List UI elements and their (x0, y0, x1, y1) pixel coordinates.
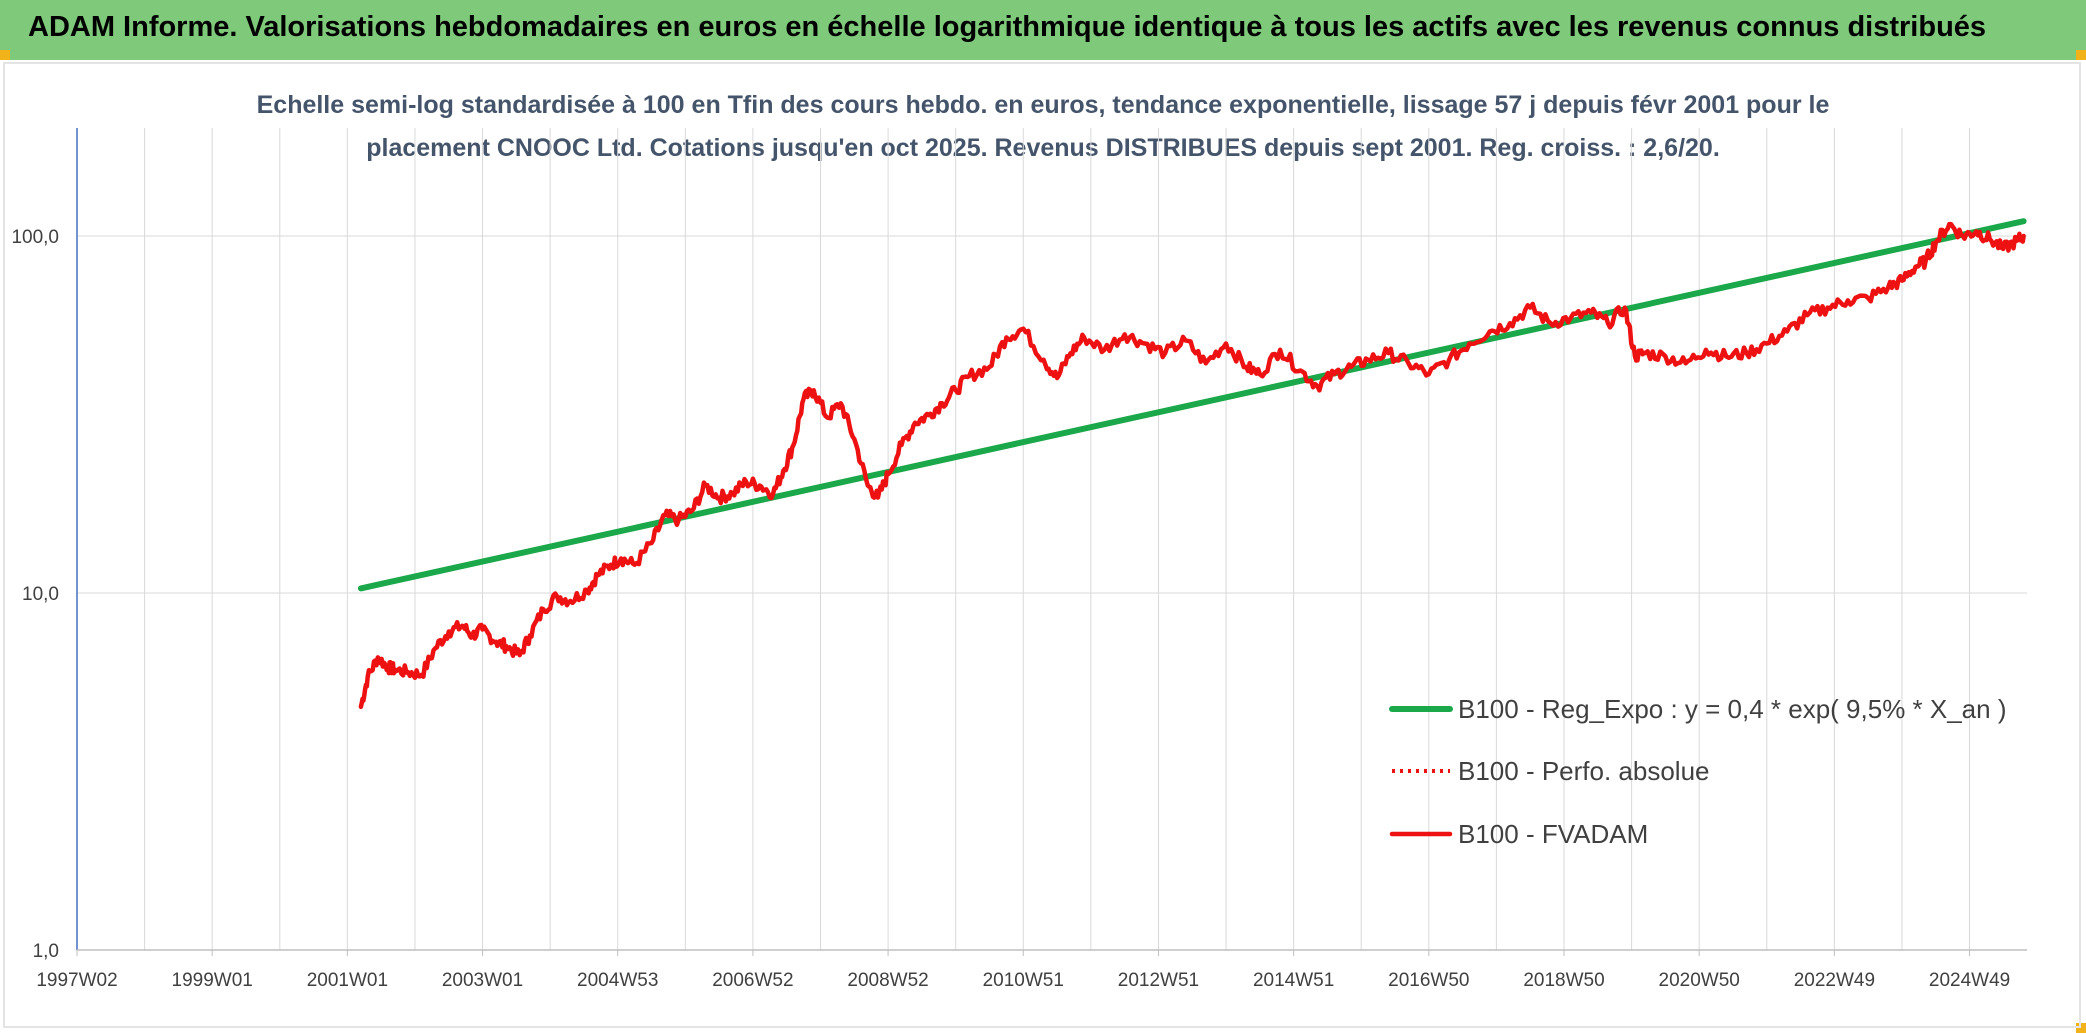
legend: B100 - Reg_Expo : y = 0,4 * exp( 9,5% * … (1389, 694, 2007, 849)
series-line-2 (358, 221, 2026, 710)
x-tick-label: 2008W52 (847, 970, 928, 991)
x-tick-label: 2016W50 (1388, 970, 1469, 991)
legend-label-0: B100 - Reg_Expo : y = 0,4 * exp( 9,5% * … (1458, 694, 2007, 724)
x-tick-label: 2004W53 (577, 970, 658, 991)
x-tick-label: 2020W50 (1659, 970, 1740, 991)
report-title: ADAM Informe. Valorisations hebdomadaire… (28, 11, 1987, 43)
report-banner: ADAM Informe. Valorisations hebdomadaire… (0, 0, 2086, 60)
corner-marker (0, 50, 10, 60)
y-tick-label: 100,0 (11, 227, 59, 248)
chart-frame (3, 62, 2081, 1028)
x-tick-label: 2024W49 (1929, 970, 2010, 991)
y-tick-label: 1,0 (33, 941, 59, 962)
series (357, 218, 2027, 710)
axes (76, 128, 2027, 951)
x-tick-label: 2006W52 (712, 970, 793, 991)
legend-label-1: B100 - Perfo. absolue (1458, 756, 1710, 786)
x-tick-label: 2010W51 (983, 970, 1064, 991)
x-tick-label: 2022W49 (1794, 970, 1875, 991)
corner-marker (2076, 50, 2086, 60)
y-tick-labels: 1,0 10,0 100,0 (11, 227, 59, 962)
legend-label-2: B100 - FVADAM (1458, 819, 1648, 849)
corner-marker (2076, 1023, 2086, 1033)
x-tick-label: 1997W02 (36, 970, 117, 991)
chart-title: Echelle semi-log standardisée à 100 en T… (200, 84, 1886, 170)
series-line-0 (357, 218, 2027, 592)
x-tick-label: 2001W01 (307, 970, 388, 991)
y-tick-label: 10,0 (22, 584, 59, 605)
x-tick-label: 2003W01 (442, 970, 523, 991)
grid (76, 128, 2027, 951)
chart-title-line-1: Echelle semi-log standardisée à 100 en T… (256, 91, 1830, 119)
x-tick-labels: 1997W02 1999W01 2001W01 2003W01 2004W53 2006W… (36, 950, 2010, 991)
x-tick-label: 1999W01 (172, 970, 253, 991)
x-tick-label: 2014W51 (1253, 970, 1334, 991)
x-tick-label: 2018W50 (1523, 970, 1604, 991)
x-tick-label: 2012W51 (1118, 970, 1199, 991)
chart-title-line-2: placement CNOOC Ltd. Cotations jusqu'en … (366, 134, 1720, 162)
